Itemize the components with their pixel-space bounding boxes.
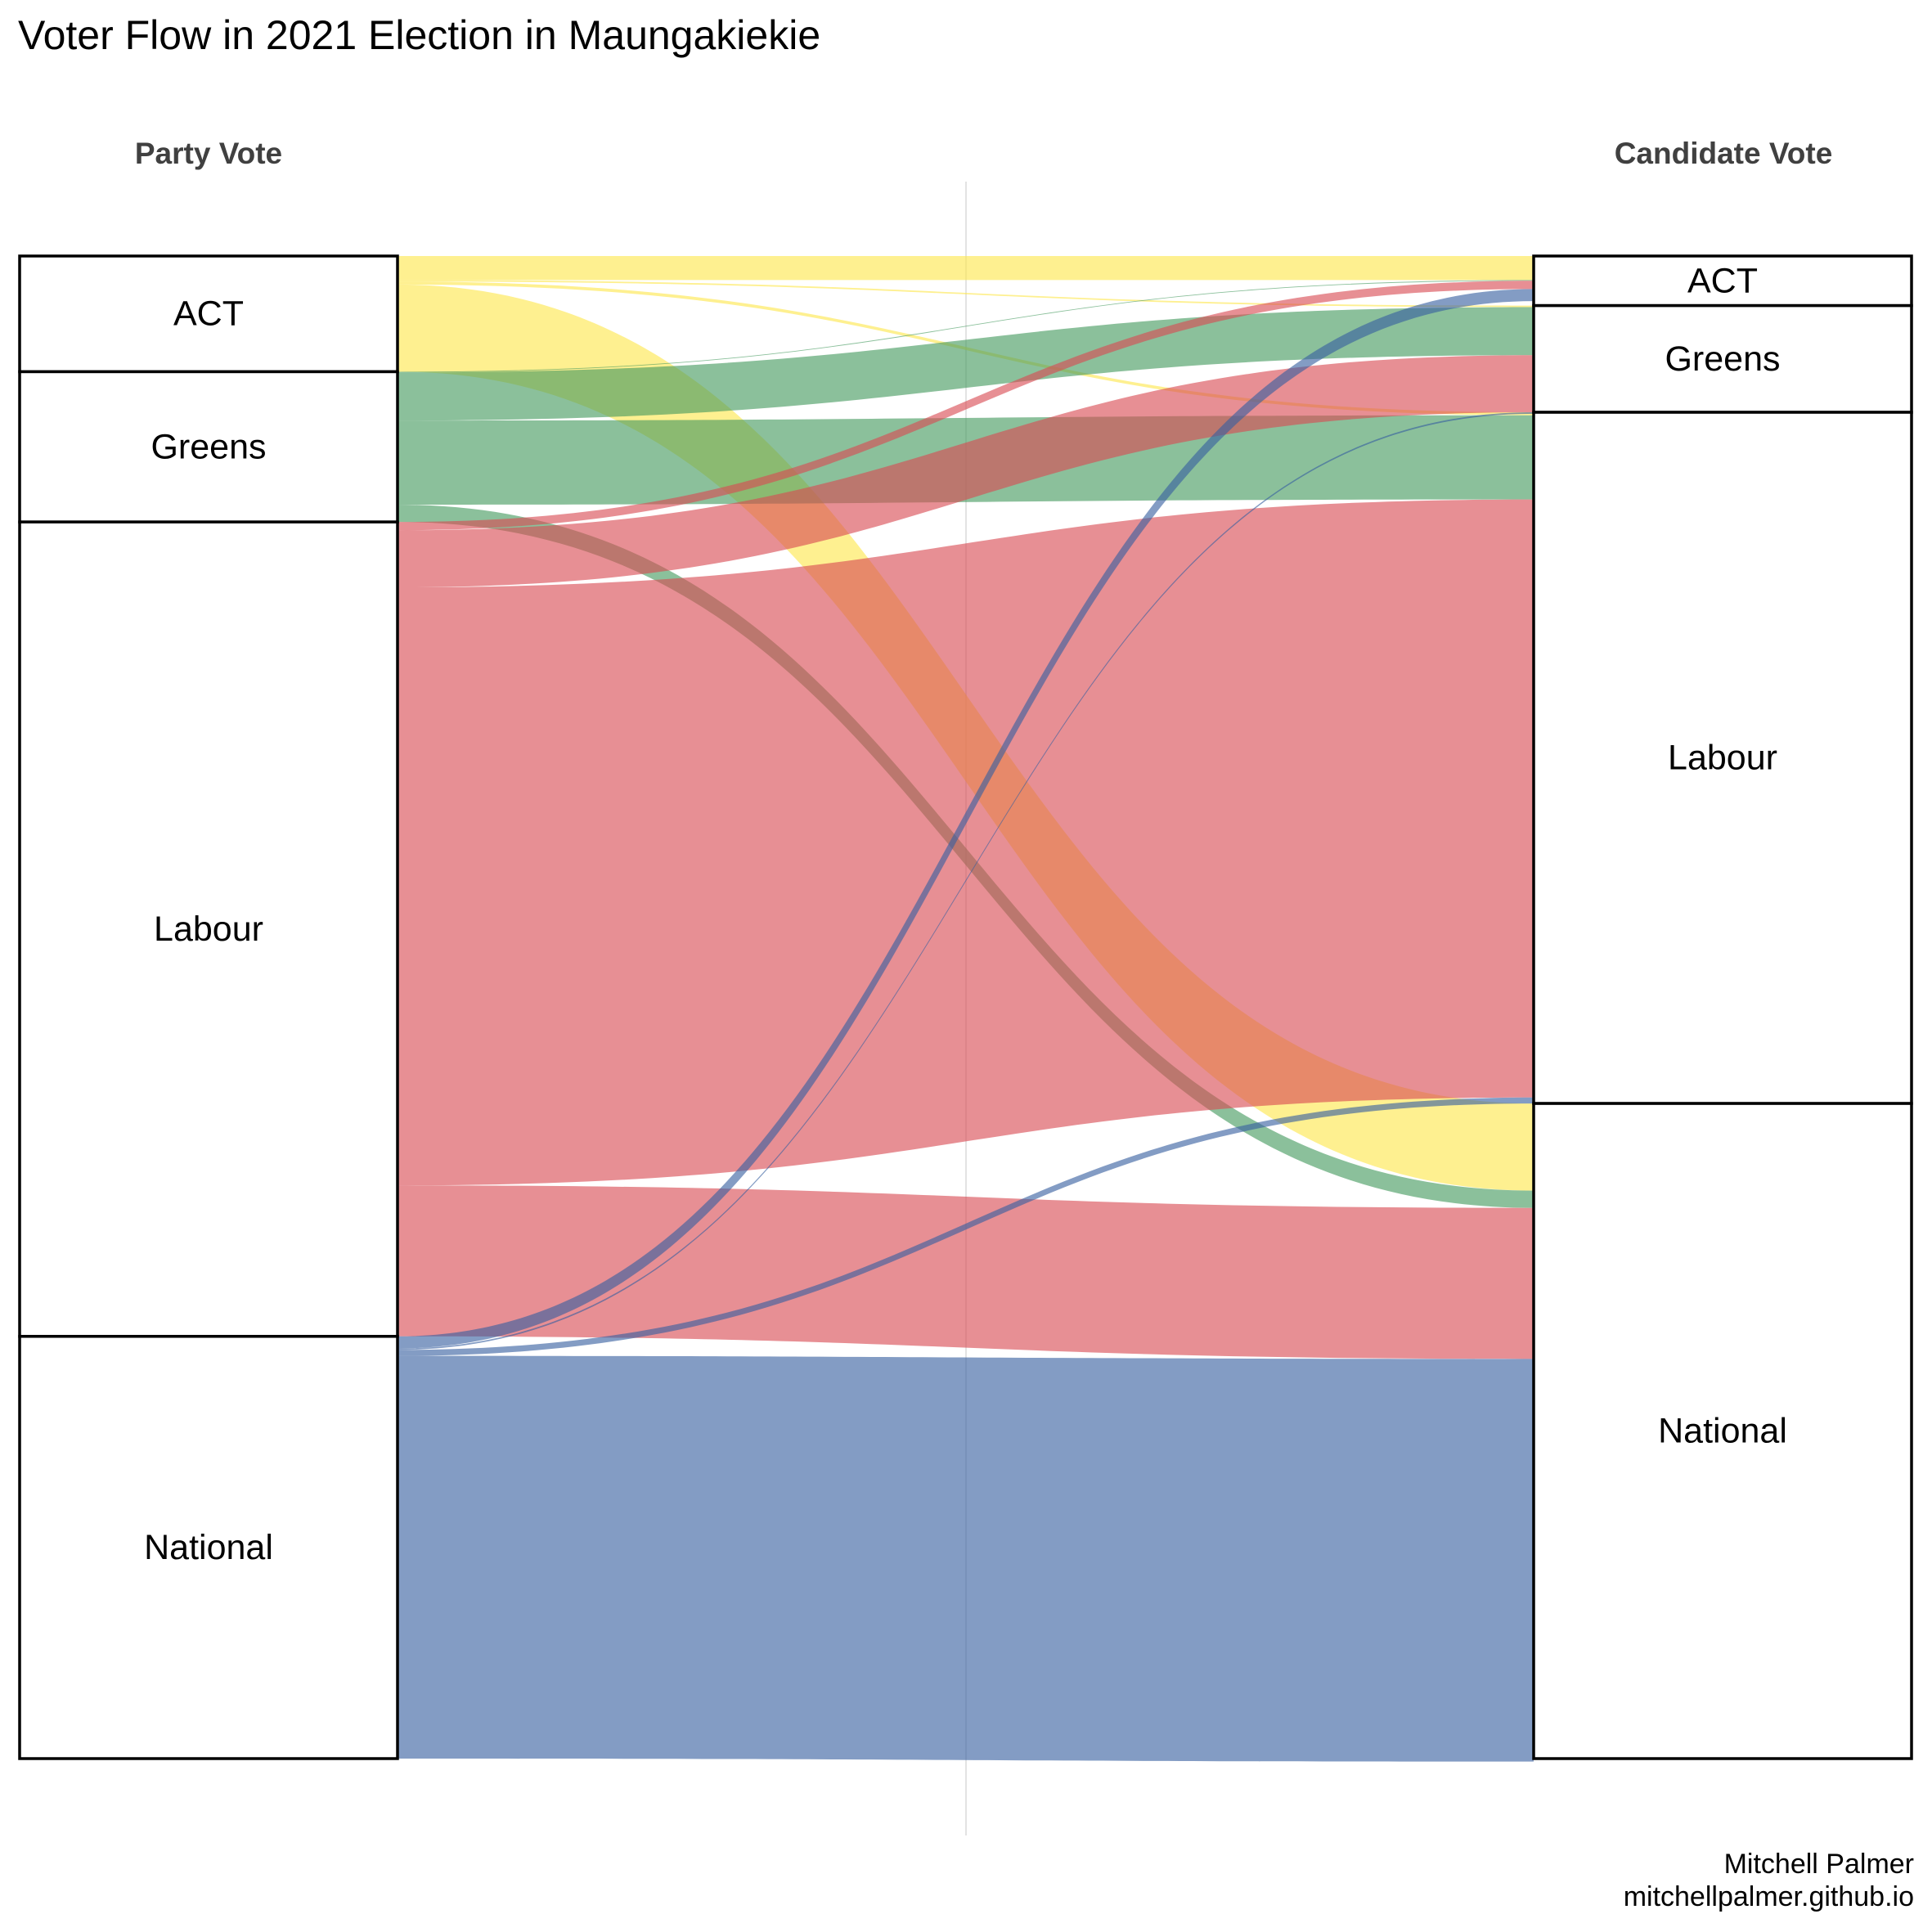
flow-labour-to-national xyxy=(398,1185,1534,1359)
candidate-vote-node-label-greens: Greens xyxy=(1665,339,1780,379)
party-vote-node-label-national: National xyxy=(144,1528,273,1567)
party-vote-node-label-greens: Greens xyxy=(151,427,266,466)
flow-national-to-act xyxy=(398,289,1534,1349)
flow-national-to-labour xyxy=(398,1097,1534,1356)
candidate-vote-node-greens xyxy=(1532,303,1913,414)
candidate-vote-node-label-act: ACT xyxy=(1687,261,1758,300)
party-vote-node-greens xyxy=(18,370,399,523)
chart-title: Voter Flow in 2021 Election in Maungakie… xyxy=(18,12,820,58)
party-vote-node-labour xyxy=(18,520,399,1338)
candidate-vote-node-label-labour: Labour xyxy=(1668,739,1777,778)
candidate-vote-node-act xyxy=(1532,254,1913,308)
flow-act-to-greens xyxy=(398,280,1534,308)
flow-national-to-national xyxy=(398,1355,1534,1762)
party-vote-node-national xyxy=(18,1335,399,1760)
flow-labour-to-labour xyxy=(398,499,1534,1186)
flow-greens-to-greens xyxy=(398,307,1534,421)
candidate-vote-node-label-national: National xyxy=(1658,1412,1787,1451)
party-vote-node-label-act: ACT xyxy=(173,294,244,334)
caption-url: mitchellpalmer.github.io xyxy=(1624,1881,1914,1912)
flow-greens-to-act xyxy=(398,280,1534,373)
party-vote-node-label-labour: Labour xyxy=(154,910,263,949)
candidate-vote-node-labour xyxy=(1532,411,1913,1105)
candidate-vote-header: Candidate Vote xyxy=(1615,137,1833,170)
flow-national-to-greens xyxy=(398,412,1534,1350)
caption-author: Mitchell Palmer xyxy=(1724,1849,1914,1880)
party-vote-header: Party Vote xyxy=(135,137,282,170)
nodes-layer: ACT Greens Labour National ACT Greens Labour Na… xyxy=(18,254,1913,1760)
candidate-vote-node-national xyxy=(1532,1102,1913,1760)
flow-labour-to-act xyxy=(398,281,1534,531)
flows-layer xyxy=(398,256,1534,1762)
flow-labour-to-greens xyxy=(398,355,1534,588)
party-vote-node-act xyxy=(18,254,399,374)
flow-act-to-act xyxy=(398,256,1534,281)
